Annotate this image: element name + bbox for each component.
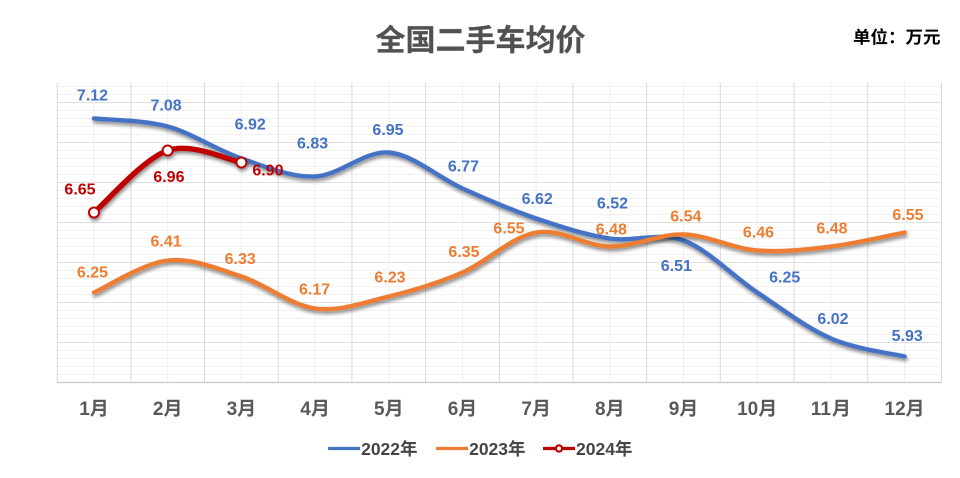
svg-text:6.92: 6.92 [235,116,266,133]
svg-text:6.62: 6.62 [522,191,553,208]
svg-text:2024: 2024 [576,439,615,459]
svg-text:6.17: 6.17 [299,282,330,299]
svg-text:6.54: 6.54 [670,209,701,226]
svg-text:6.95: 6.95 [372,122,403,139]
svg-text:6.52: 6.52 [597,196,628,213]
svg-text:6.77: 6.77 [448,158,479,175]
svg-text:10: 10 [737,399,758,420]
svg-text:6.90: 6.90 [252,163,283,180]
svg-text:6.48: 6.48 [596,222,627,239]
svg-text:6.23: 6.23 [374,270,405,287]
svg-text:2022: 2022 [361,439,400,459]
svg-text:4: 4 [300,399,311,420]
svg-text:9: 9 [669,399,680,420]
svg-text:7.12: 7.12 [77,87,108,104]
svg-text:8: 8 [595,399,606,420]
svg-text:6.41: 6.41 [151,234,182,251]
svg-text:6.48: 6.48 [816,221,847,238]
svg-text:7: 7 [521,399,532,420]
svg-text:6.46: 6.46 [743,225,774,242]
svg-text:6.25: 6.25 [769,269,800,286]
svg-text:6.55: 6.55 [892,207,923,224]
svg-text:6.65: 6.65 [64,181,95,198]
svg-text:2023: 2023 [469,439,508,459]
svg-text:6.55: 6.55 [493,221,524,238]
svg-text:7.08: 7.08 [151,97,182,114]
svg-text:2: 2 [153,399,164,420]
svg-text:6.96: 6.96 [153,169,184,186]
svg-text:1: 1 [79,399,90,420]
svg-text:6.83: 6.83 [297,135,328,152]
svg-text:6: 6 [448,399,459,420]
svg-text:6.33: 6.33 [225,251,256,268]
svg-text:6.51: 6.51 [661,258,692,275]
svg-text:5.93: 5.93 [892,328,923,345]
svg-text:6.25: 6.25 [77,265,108,282]
svg-text:6.35: 6.35 [448,244,479,261]
svg-text:3: 3 [227,399,238,420]
svg-text:5: 5 [374,399,385,420]
svg-text:6.02: 6.02 [817,311,848,328]
svg-text:12: 12 [885,399,906,420]
svg-text:11: 11 [811,399,832,420]
